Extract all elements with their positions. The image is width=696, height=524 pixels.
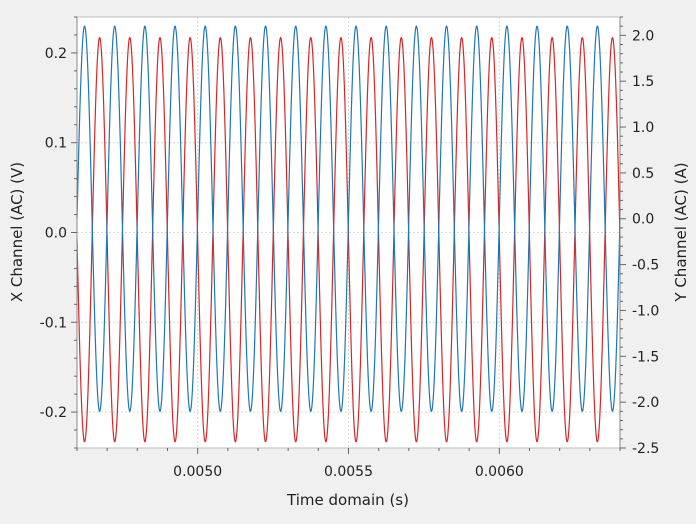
y-left-tick-label: 0.1 <box>45 136 67 152</box>
y-right-tick-label: -1.0 <box>632 303 659 319</box>
y-right-tick-label: -0.5 <box>632 258 659 274</box>
x-tick-label: 0.0050 <box>173 464 222 480</box>
axes: 0.2 0.1 0.0 -0.1 -0.2 2.0 1.5 1.0 0.5 0.0 -0.5 -1.0… <box>40 16 659 480</box>
y-right-tick-label: 0.5 <box>632 166 654 182</box>
y-left-tick-label: -0.2 <box>40 405 67 421</box>
y-right-tick-label: 2.0 <box>632 28 654 44</box>
series-group <box>76 25 621 443</box>
x-axis-title: Time domain (s) <box>286 491 409 509</box>
x-tick-label: 0.0060 <box>475 464 524 480</box>
y-axis-right-title: Y Channel (AC) (A) <box>672 162 690 302</box>
y-right-tick-label: -1.5 <box>632 349 659 365</box>
y-axis-left-title: X Channel (AC) (V) <box>8 162 26 302</box>
y-left-tick-label: -0.1 <box>40 315 67 331</box>
x-tick-label: 0.0055 <box>324 464 373 480</box>
y-right-tick-label: 1.0 <box>632 120 654 136</box>
y-right-tick-label: -2.5 <box>632 441 659 457</box>
y-left-tick-label: 0.0 <box>45 226 67 242</box>
y-right-tick-label: -2.0 <box>632 395 659 411</box>
y-right-tick-label: 0.0 <box>632 212 654 228</box>
series-line-1 <box>76 25 621 413</box>
y-left-tick-label: 0.2 <box>45 46 67 62</box>
y-right-tick-label: 1.5 <box>632 74 654 90</box>
